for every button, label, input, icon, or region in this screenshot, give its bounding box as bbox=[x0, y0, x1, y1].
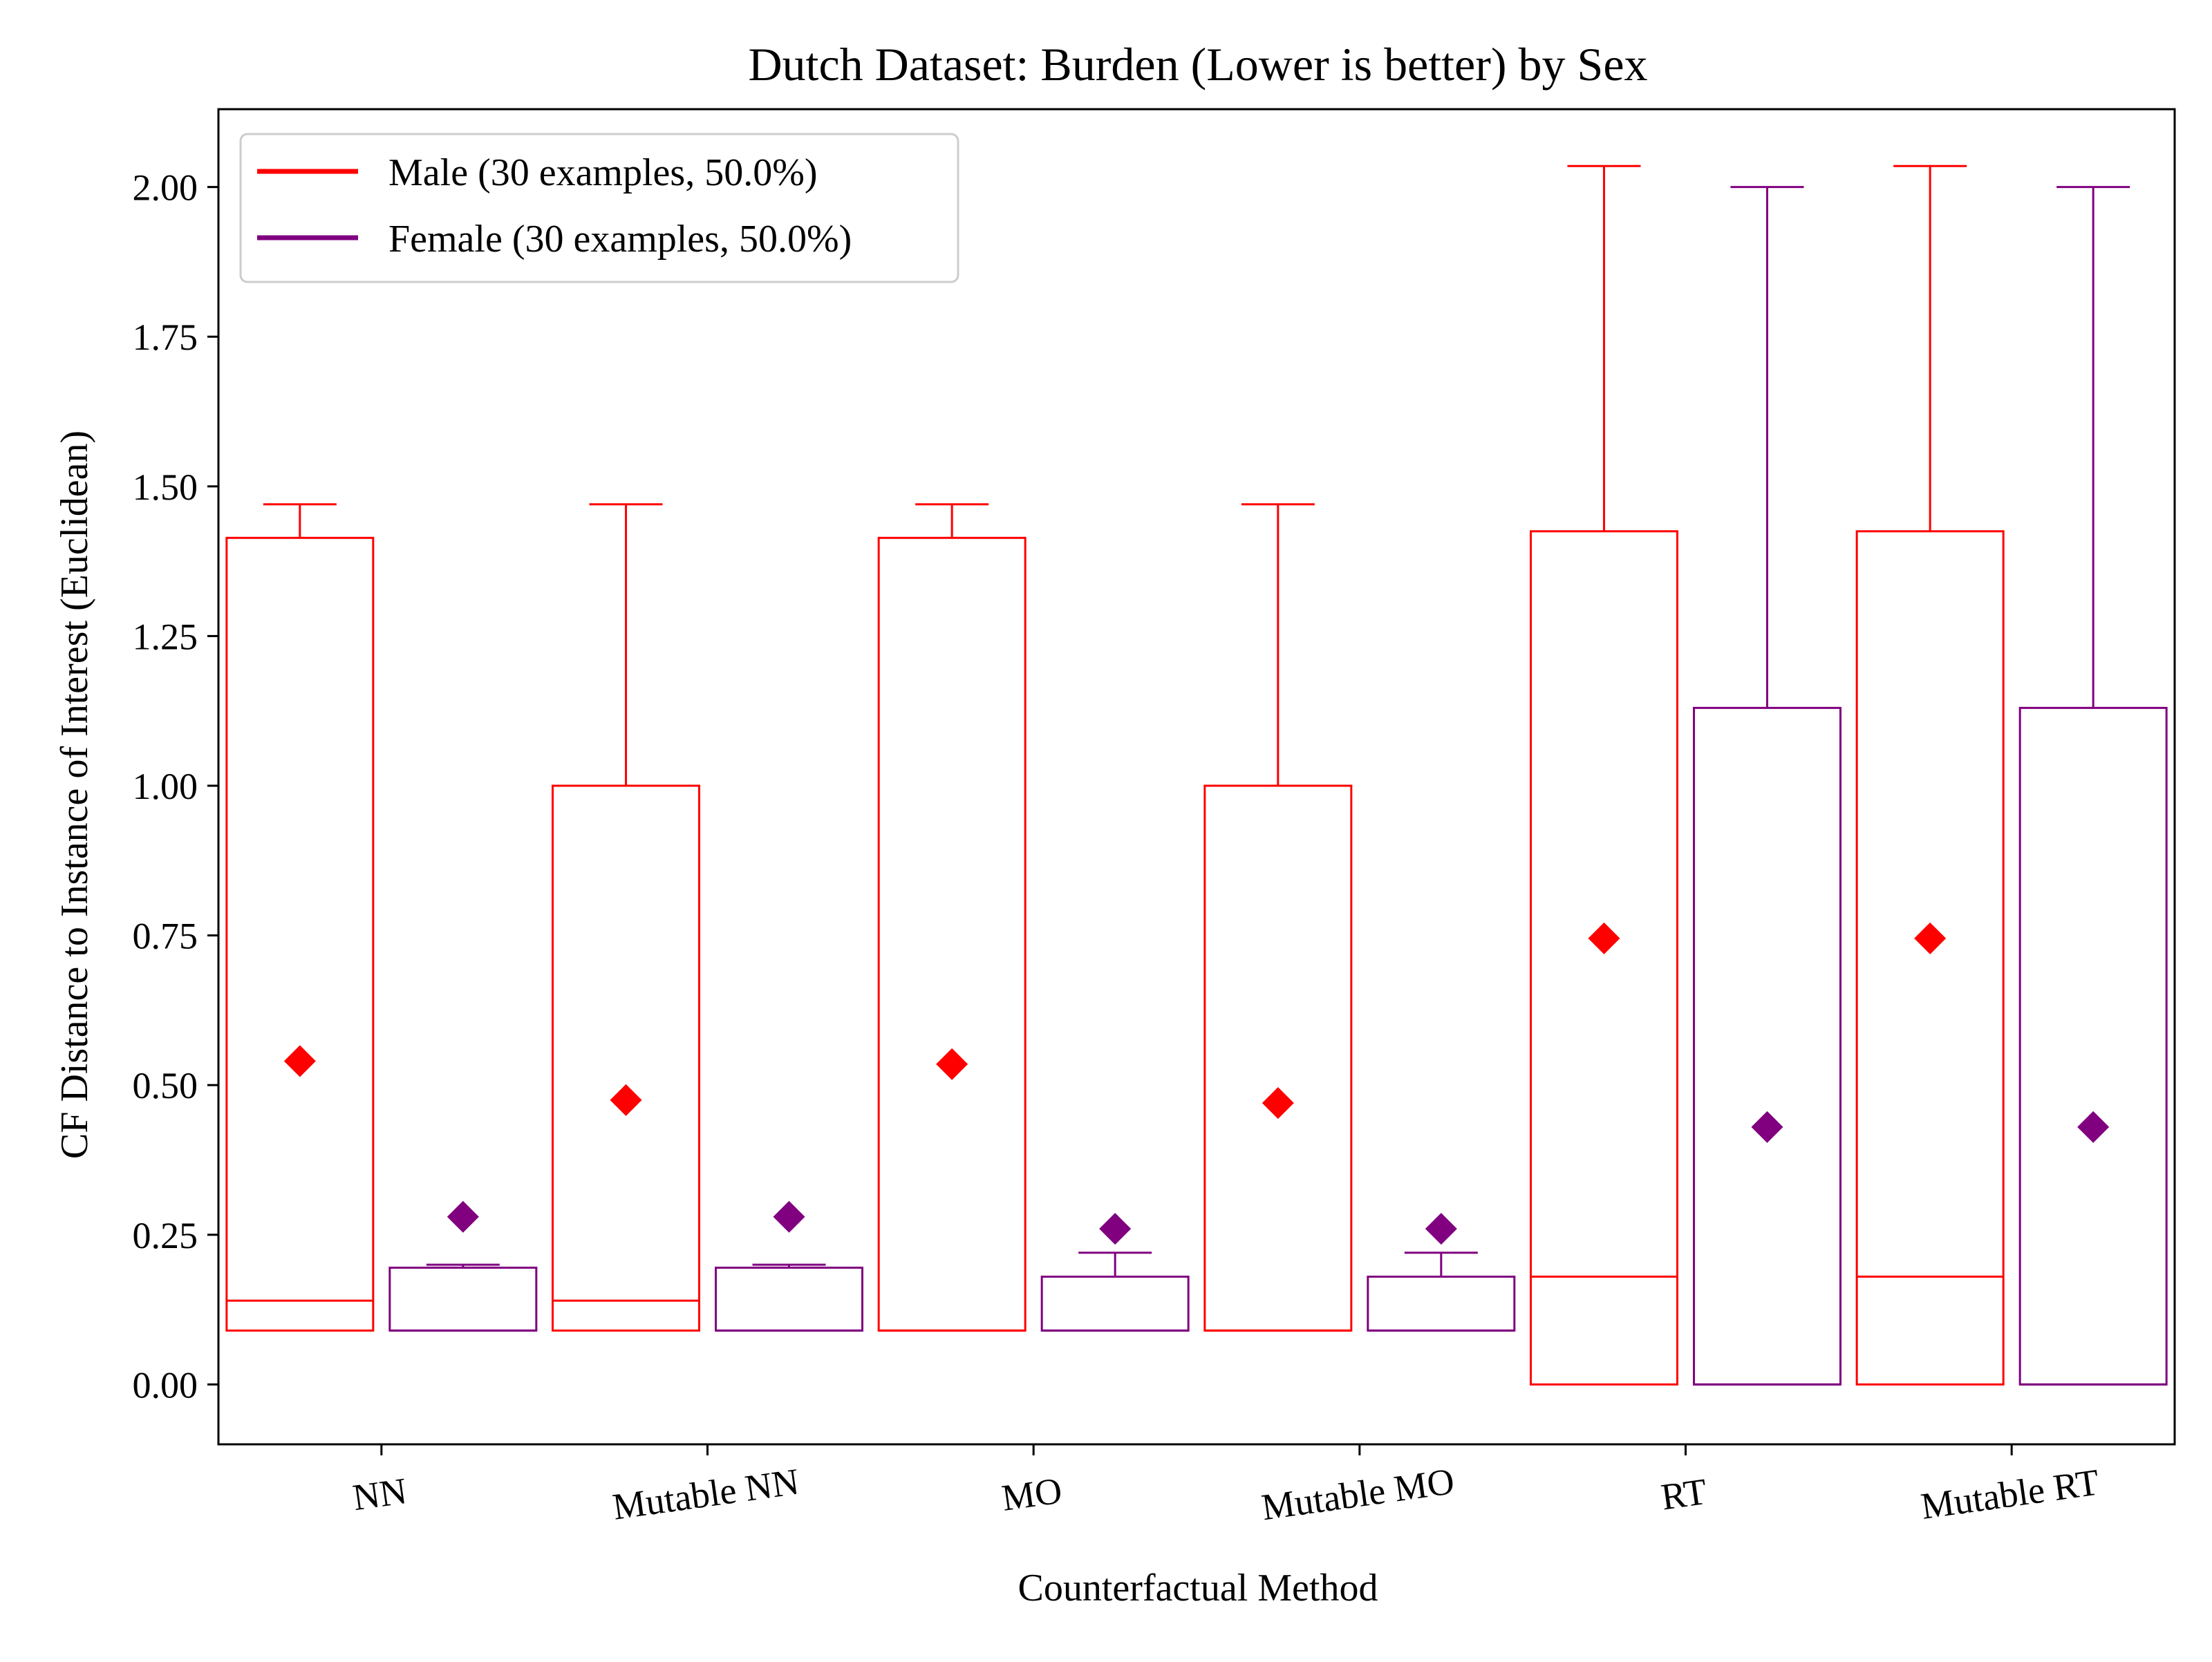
y-tick-label: 0.75 bbox=[133, 916, 198, 957]
y-tick-label: 0.00 bbox=[133, 1364, 198, 1406]
box-female-nn bbox=[388, 1200, 538, 1332]
x-axis-label: Counterfactual Method bbox=[1018, 1567, 1378, 1609]
box-female-mutable-mo bbox=[1367, 1213, 1516, 1332]
x-tick-label-nn: NN bbox=[350, 1470, 410, 1518]
y-tick-label: 2.00 bbox=[133, 167, 198, 209]
mean-marker bbox=[1914, 922, 1947, 954]
box-female-mutable-rt bbox=[2018, 186, 2168, 1386]
mean-marker bbox=[1751, 1111, 1783, 1143]
box-male-mutable-mo bbox=[1203, 503, 1353, 1332]
y-tick-label: 0.25 bbox=[133, 1215, 198, 1256]
box-male-mo bbox=[877, 503, 1027, 1332]
box-male-rt bbox=[1530, 164, 1678, 1386]
mean-marker bbox=[2077, 1111, 2110, 1143]
y-tick-label: 1.00 bbox=[133, 766, 198, 807]
legend: Male (30 examples, 50.0%) Female (30 exa… bbox=[239, 133, 959, 283]
mean-marker bbox=[1425, 1213, 1457, 1245]
legend-entry-female: Female (30 examples, 50.0%) bbox=[388, 218, 852, 261]
chart-title: Dutch Dataset: Burden (Lower is better) … bbox=[748, 38, 1647, 91]
y-axis-label: CF Distance to Instance of Interest (Euc… bbox=[53, 431, 96, 1159]
box-male-mutable-rt bbox=[1855, 164, 2005, 1386]
plot-frame bbox=[217, 108, 2176, 1446]
box-female-mo bbox=[1040, 1213, 1190, 1332]
mean-marker bbox=[610, 1084, 642, 1116]
iqr-box bbox=[1530, 530, 1678, 1386]
y-tick-label: 1.25 bbox=[133, 616, 198, 657]
iqr-box bbox=[1855, 530, 2005, 1386]
x-tick-label-rt: RT bbox=[1658, 1471, 1709, 1518]
iqr-box bbox=[225, 536, 375, 1332]
y-tick-label: 0.50 bbox=[133, 1065, 198, 1106]
iqr-box bbox=[552, 784, 700, 1332]
mean-marker bbox=[283, 1045, 316, 1077]
x-tick-label-mo: MO bbox=[999, 1469, 1065, 1519]
mean-marker bbox=[936, 1048, 968, 1080]
box-female-rt bbox=[1693, 186, 1841, 1386]
y-tick-label: 1.50 bbox=[133, 466, 198, 508]
legend-frame bbox=[239, 133, 959, 283]
box-male-nn bbox=[225, 503, 375, 1332]
box-female-mutable-nn bbox=[715, 1200, 863, 1332]
mean-marker bbox=[1588, 922, 1620, 954]
box-male-mutable-nn bbox=[552, 503, 700, 1332]
mean-marker bbox=[773, 1200, 805, 1233]
mean-marker bbox=[1099, 1213, 1132, 1245]
mean-marker bbox=[1262, 1087, 1294, 1120]
mean-marker bbox=[447, 1200, 479, 1233]
legend-entry-male: Male (30 examples, 50.0%) bbox=[388, 151, 817, 194]
y-tick-label: 1.75 bbox=[133, 317, 198, 358]
